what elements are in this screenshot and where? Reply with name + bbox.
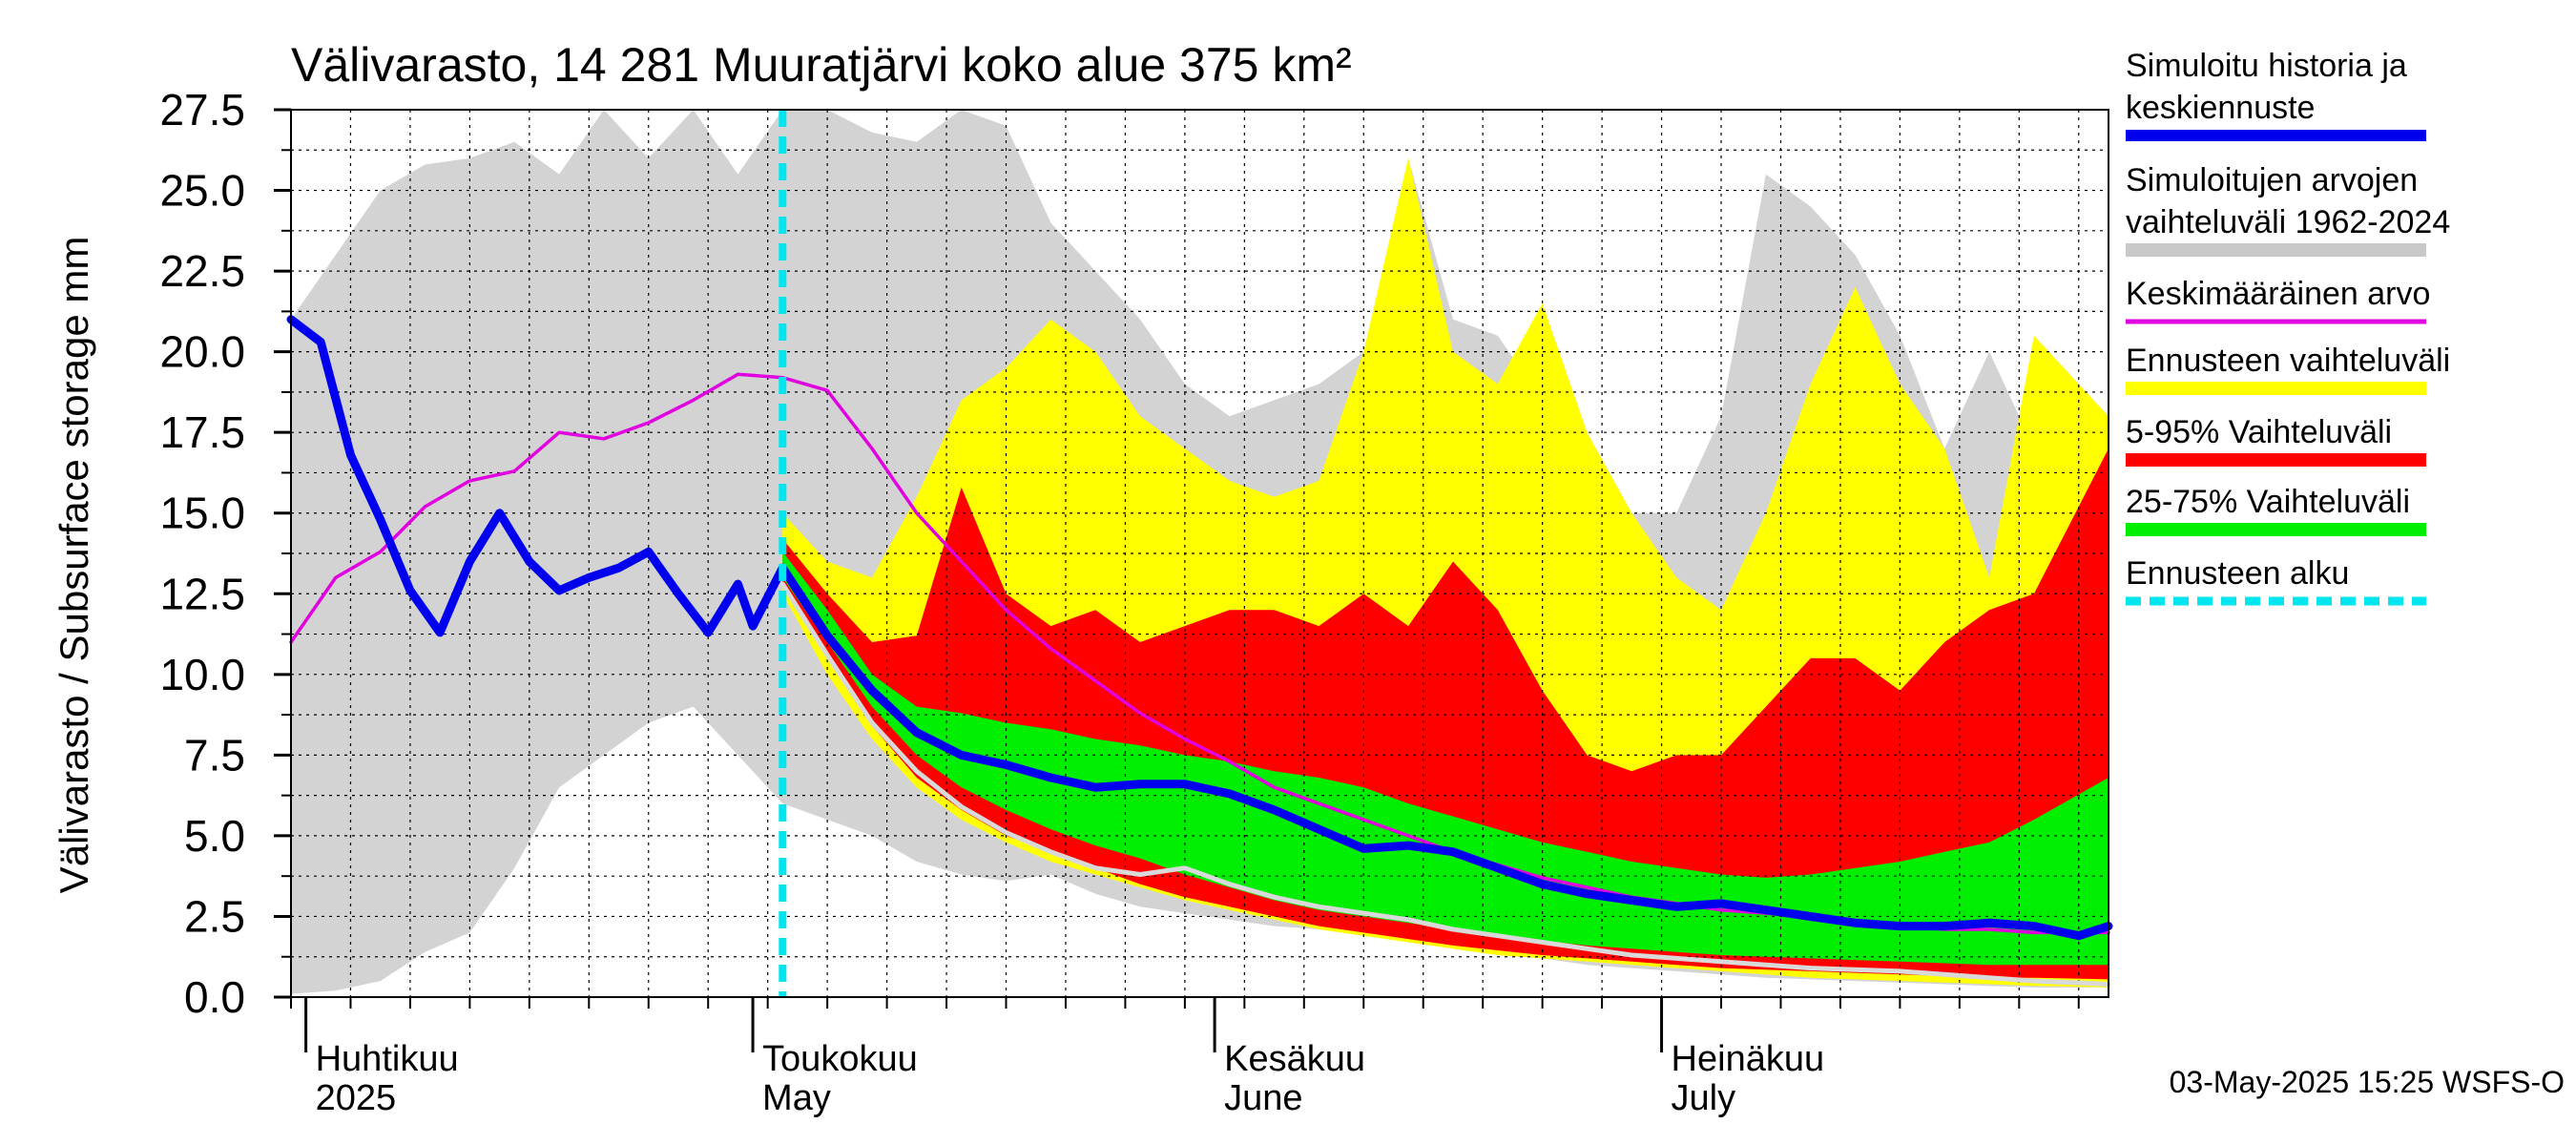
series-lines [286, 315, 2113, 987]
y-axis-label: Välivarasto / Subsurface storage mm [52, 237, 96, 894]
legend-label: Simuloitujen arvojen [2126, 162, 2418, 198]
legend-label: Ennusteen alku [2126, 555, 2349, 592]
footer-timestamp: 03-May-2025 15:25 WSFS-O [2170, 1065, 2565, 1099]
legend-swatch [2126, 453, 2426, 467]
y-tick-label: 5.0 [184, 811, 245, 861]
x-month-sublabel: 2025 [316, 1078, 397, 1118]
y-tick-label: 17.5 [159, 407, 245, 457]
legend-label: 5-95% Vaihteluväli [2126, 414, 2392, 450]
y-tick-label: 0.0 [184, 972, 245, 1022]
legend-swatch [2126, 130, 2426, 141]
legend-swatch [2126, 523, 2426, 536]
legend-label: keskiennuste [2126, 90, 2315, 126]
legend-swatch [2126, 243, 2426, 257]
y-tick-label: 12.5 [159, 569, 245, 618]
y-tick-label: 2.5 [184, 891, 245, 941]
y-tick-label: 27.5 [159, 85, 245, 135]
y-tick-label: 25.0 [159, 166, 245, 216]
legend-label: Keskimääräinen arvo [2126, 276, 2430, 312]
legend-label: Simuloitu historia ja [2126, 48, 2407, 84]
line-simuloitu-historia-ja-keskiennuste [286, 315, 2113, 941]
y-axis: 0.0 2.5 5.0 7.5 10.0 12.5 15.0 17.5 20.0 22.5 25.0… [159, 85, 291, 1022]
legend-swatch [2126, 319, 2426, 324]
range-bands [291, 110, 2109, 994]
x-month-sublabel: June [1224, 1078, 1302, 1118]
y-tick-label: 22.5 [159, 246, 245, 296]
legend: Simuloitu historia ja keskiennuste Simuloi… [2126, 48, 2450, 606]
x-month-label: Heinäkuu [1672, 1039, 1825, 1079]
x-month-sublabel: May [762, 1078, 831, 1118]
line-forecast-minimum [779, 581, 2111, 987]
legend-label: 25-75% Vaihteluväli [2126, 484, 2410, 520]
y-tick-label: 15.0 [159, 489, 245, 538]
legend-label: Ennusteen vaihteluväli [2126, 343, 2450, 379]
x-month-label: Huhtikuu [316, 1039, 459, 1079]
legend-swatch [2126, 382, 2426, 395]
y-tick-label: 7.5 [184, 730, 245, 780]
y-tick-label: 20.0 [159, 327, 245, 377]
x-month-sublabel: July [1672, 1078, 1736, 1118]
x-month-label: Toukokuu [762, 1039, 918, 1079]
y-tick-label: 10.0 [159, 650, 245, 699]
x-month-label: Kesäkuu [1224, 1039, 1365, 1079]
chart-title: Välivarasto, 14 281 Muuratjärvi koko alu… [291, 38, 1352, 92]
legend-label: vaihteluväli 1962-2024 [2126, 204, 2450, 240]
